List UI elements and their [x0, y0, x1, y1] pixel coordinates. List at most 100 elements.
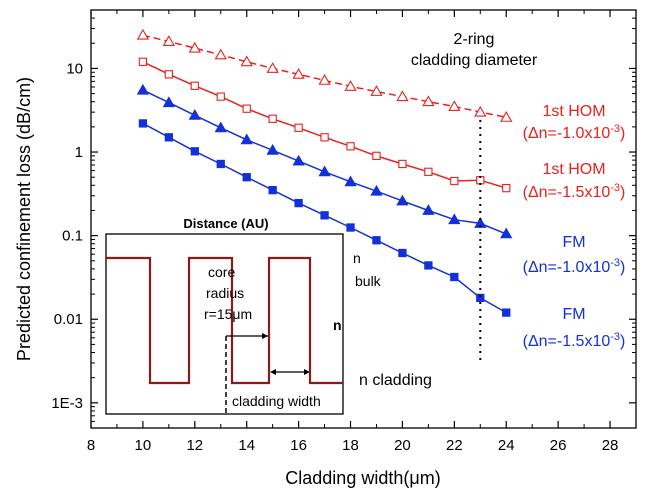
inset-cladding-width: cladding width — [232, 393, 321, 409]
data-point — [448, 213, 461, 225]
series-label-hom-1: 1st HOM (Δn=-1.0x10-3) — [523, 103, 626, 142]
inset-n-cladding: n cladding — [359, 372, 432, 389]
data-point — [214, 48, 227, 60]
data-point — [294, 198, 303, 208]
inset-index-profile: Distance (AU) core radius r=15μm claddin… — [105, 216, 344, 415]
data-point — [292, 68, 305, 79]
y-tick-labels: 1E-3 0.01 0.1 1 10 — [51, 60, 83, 411]
x-tick-label: 26 — [550, 437, 567, 454]
data-point — [188, 41, 201, 53]
data-point — [370, 85, 383, 96]
series-2 — [136, 83, 513, 239]
data-point — [318, 165, 331, 177]
x-tick-label: 16 — [290, 437, 307, 454]
series-label-fm-1-name: FM — [562, 234, 585, 251]
data-point — [370, 184, 383, 196]
data-point — [268, 114, 277, 123]
series-layer — [136, 28, 513, 317]
series-label-hom-2-dn: (Δn=-1.5x10-3) — [523, 182, 626, 201]
series-label-hom-2: 1st HOM (Δn=-1.5x10-3) — [523, 161, 626, 201]
x-tick-label: 10 — [135, 437, 152, 454]
inset-width-arrowhead-right — [304, 369, 310, 375]
x-tick-label: 22 — [446, 437, 463, 454]
y-tick-label: 1 — [75, 144, 83, 161]
series-0 — [136, 28, 513, 122]
data-point — [240, 55, 253, 67]
inset-width-arrowhead-left — [270, 369, 276, 375]
data-point — [240, 133, 253, 145]
series-label-fm-2-dn: (Δn=-1.5x10-3) — [523, 331, 626, 350]
data-point — [164, 70, 174, 79]
data-point — [396, 194, 409, 206]
inset-core-line3: r=15μm — [204, 306, 252, 322]
x-tick-labels: 8 10 12 14 16 18 20 22 24 26 28 — [87, 437, 619, 454]
data-point — [344, 80, 357, 91]
y-tick-label: 0.1 — [62, 228, 83, 245]
data-point — [136, 83, 150, 95]
data-point — [292, 154, 305, 166]
data-point — [162, 96, 176, 108]
ring-label-line2: cladding diameter — [411, 52, 538, 69]
series-label-hom-1-dn: (Δn=-1.0x10-3) — [523, 123, 626, 142]
data-point — [424, 261, 433, 270]
data-point — [242, 104, 251, 113]
series-label-fm-1: FM (Δn=-1.0x10-3) — [523, 234, 626, 276]
data-point — [216, 92, 225, 101]
data-point — [396, 90, 409, 102]
inset-profile-curve — [106, 256, 343, 385]
data-point — [500, 227, 513, 239]
data-point — [266, 62, 279, 73]
data-point — [138, 57, 148, 66]
data-point — [422, 95, 435, 107]
data-point — [346, 223, 355, 232]
data-point — [320, 211, 329, 220]
data-point — [398, 159, 407, 169]
series-label-fm-2-name: FM — [562, 306, 585, 323]
data-point — [450, 272, 459, 282]
data-point — [424, 167, 433, 176]
x-tick-label: 28 — [602, 437, 619, 454]
y-axis-label: Predicted confinement loss (dB/cm) — [14, 77, 34, 361]
data-point — [450, 176, 459, 186]
axis-ticks — [90, 10, 636, 429]
x-tick-label: 12 — [186, 437, 203, 454]
data-point — [474, 217, 487, 228]
data-point — [344, 175, 357, 187]
y-tick-label: 0.01 — [54, 311, 83, 328]
series-label-hom-1-name: 1st HOM — [542, 103, 605, 120]
data-point — [190, 147, 199, 156]
ring-label-line1: 2-ring — [454, 31, 495, 48]
series-label-fm-1-dn: (Δn=-1.0x10-3) — [523, 257, 626, 276]
data-point — [214, 121, 227, 133]
data-point — [188, 108, 201, 120]
series-1 — [138, 57, 511, 193]
inset-n-bulk-2: bulk — [355, 273, 382, 289]
data-point — [242, 173, 251, 182]
inset-n-bulk-1: n — [353, 250, 361, 266]
x-tick-label: 14 — [238, 437, 255, 454]
data-point — [422, 204, 435, 215]
data-point — [372, 236, 381, 245]
data-point — [266, 143, 279, 155]
data-point — [502, 308, 511, 317]
y-tick-label: 10 — [66, 60, 83, 77]
data-point — [448, 100, 461, 111]
data-point — [294, 123, 303, 132]
data-point — [318, 74, 331, 85]
data-point — [138, 119, 148, 128]
data-point — [216, 159, 225, 169]
data-point — [164, 133, 174, 142]
data-point — [474, 105, 487, 117]
series-label-hom-2-name: 1st HOM — [542, 161, 605, 178]
x-tick-label: 18 — [342, 437, 359, 454]
x-tick-label: 24 — [498, 437, 515, 454]
series-label-fm-2: FM (Δn=-1.5x10-3) — [523, 306, 626, 350]
series-3 — [138, 119, 511, 317]
inset-frame — [105, 233, 344, 415]
data-point — [136, 28, 150, 40]
x-tick-label: 8 — [87, 437, 95, 454]
data-point — [500, 111, 513, 122]
data-point — [190, 81, 199, 90]
inset-n-axis: n — [333, 317, 342, 333]
